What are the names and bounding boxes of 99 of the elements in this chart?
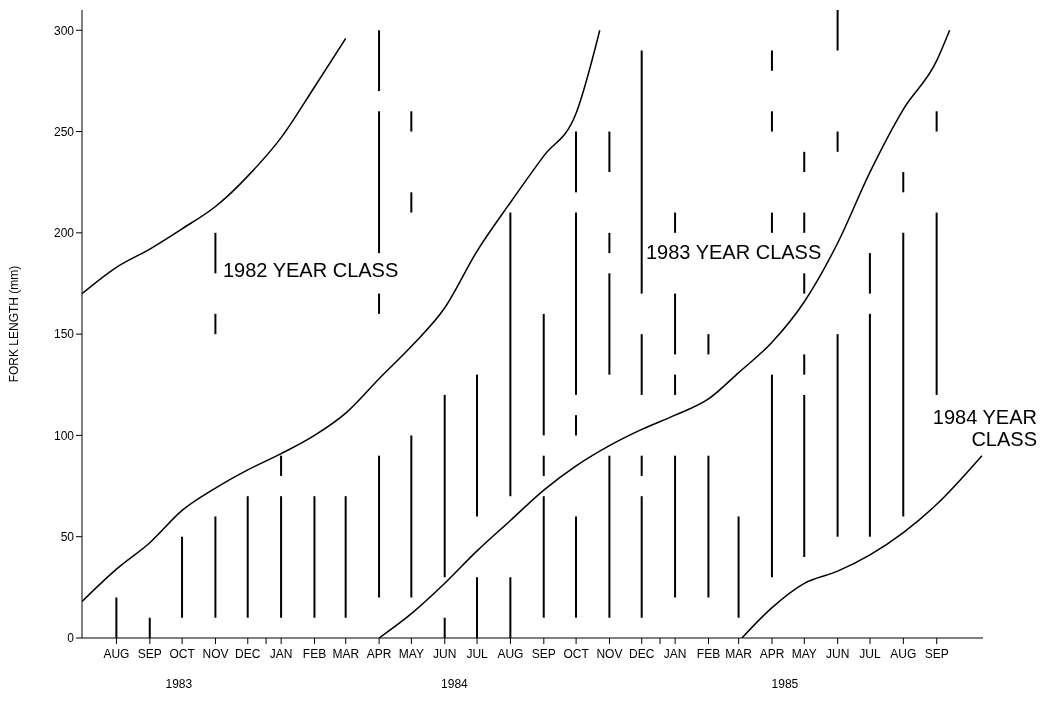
bar (707, 455, 710, 598)
bar (640, 334, 643, 395)
y-tick-label: 150 (53, 327, 75, 342)
bar (410, 192, 413, 213)
x-tick-label: OCT (169, 647, 196, 661)
y-tick-label: 200 (53, 226, 75, 241)
y-tick-label: 250 (53, 124, 75, 139)
bar (737, 516, 740, 618)
bar (542, 313, 545, 436)
bar (770, 50, 773, 71)
bar (902, 232, 905, 517)
x-tick-label: AUG (497, 647, 524, 661)
bar (770, 374, 773, 578)
bar (868, 253, 871, 294)
bar (935, 111, 938, 132)
bar (608, 232, 611, 254)
x-tick-label: JAN (663, 647, 687, 661)
bar (608, 455, 611, 618)
x2-tick-label: 1983 (165, 677, 193, 691)
bar (608, 273, 611, 375)
bar (707, 334, 710, 355)
x-tick-label: MAR (725, 647, 753, 661)
bar (674, 455, 677, 598)
y-tick-label: 50 (60, 529, 75, 544)
bar (410, 111, 413, 132)
bar (935, 212, 938, 395)
bar (246, 496, 249, 618)
x-tick-label: JUN (826, 647, 850, 661)
bar (868, 313, 871, 537)
bar (443, 394, 446, 578)
bar (214, 313, 217, 335)
bar (344, 496, 347, 618)
annotation: 1984 YEAR CLASS (932, 406, 1037, 450)
annotation: 1982 YEAR CLASS (223, 259, 399, 281)
bar (640, 455, 643, 476)
x-tick-label: OCT (563, 647, 590, 661)
bar (902, 172, 905, 193)
y-tick-label: 100 (53, 428, 75, 443)
bar (770, 111, 773, 132)
bar (542, 455, 545, 476)
bar (475, 374, 478, 517)
y-tick-label: 300 (53, 23, 75, 38)
bar (280, 455, 283, 476)
x-tick-label: JUL (859, 647, 881, 661)
y-tick-label: 0 (67, 631, 75, 646)
x2-tick-label: 1984 (441, 677, 469, 691)
bar (674, 293, 677, 355)
x-tick-label: NOV (202, 647, 229, 661)
x-tick-label: JAN (269, 647, 293, 661)
bar (608, 131, 611, 173)
bar (770, 212, 773, 233)
x-tick-label: AUG (103, 647, 130, 661)
y-axis-title: FORK LENGTH (mm) (7, 265, 22, 383)
bar (803, 212, 806, 233)
x-tick-label: MAR (332, 647, 360, 661)
bar (378, 111, 381, 254)
bar (214, 232, 217, 274)
bar (803, 354, 806, 375)
x-tick-label: NOV (596, 647, 623, 661)
bar (674, 212, 677, 233)
bar (640, 50, 643, 294)
bar (674, 374, 677, 395)
x-tick-label: APR (759, 647, 785, 661)
x2-tick-label: 1985 (771, 677, 799, 691)
x-tick-label: DEC (235, 647, 261, 661)
bar (575, 516, 578, 618)
x-tick-label: DEC (629, 647, 655, 661)
bar (542, 496, 545, 618)
bar (378, 30, 381, 92)
bar (280, 496, 283, 618)
bar (836, 334, 839, 537)
bar (509, 212, 512, 497)
bar (410, 435, 413, 598)
bar (181, 536, 184, 618)
x-tick-label: FEB (696, 647, 721, 661)
x-tick-label: MAY (398, 647, 424, 661)
bar (378, 293, 381, 314)
annotation: 1983 YEAR CLASS (646, 241, 822, 263)
x-tick-label: SEP (137, 647, 162, 661)
bar (575, 212, 578, 395)
bar (803, 273, 806, 294)
bar (803, 151, 806, 173)
x-tick-label: JUL (466, 647, 489, 661)
x-tick-label: FEB (302, 647, 327, 661)
x-tick-label: SEP (531, 647, 556, 661)
bar (836, 10, 839, 51)
bar (575, 131, 578, 193)
bar (803, 394, 806, 557)
bar (214, 516, 217, 618)
x-tick-label: SEP (924, 647, 949, 661)
bar (313, 496, 316, 618)
bar (378, 455, 381, 598)
x-tick-label: APR (366, 647, 392, 661)
bar (575, 415, 578, 436)
x-tick-label: MAY (791, 647, 817, 661)
bar (640, 496, 643, 618)
bar (836, 131, 839, 152)
x-tick-label: JUN (433, 647, 457, 661)
x-tick-label: AUG (890, 647, 917, 661)
